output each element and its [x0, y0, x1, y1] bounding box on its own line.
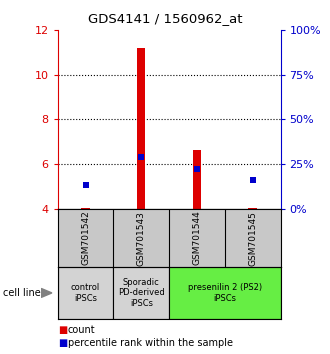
Text: ■: ■	[58, 338, 67, 348]
Text: ■: ■	[58, 325, 67, 335]
Text: control
iPSCs: control iPSCs	[71, 283, 100, 303]
Polygon shape	[41, 289, 52, 297]
Text: Sporadic
PD-derived
iPSCs: Sporadic PD-derived iPSCs	[118, 278, 165, 308]
Text: GDS4141 / 1560962_at: GDS4141 / 1560962_at	[88, 12, 242, 25]
Text: cell line: cell line	[3, 288, 41, 298]
Text: GSM701544: GSM701544	[192, 211, 202, 266]
Bar	[193, 150, 201, 209]
Text: GSM701543: GSM701543	[137, 211, 146, 266]
Text: GSM701542: GSM701542	[81, 211, 90, 266]
Text: presenilin 2 (PS2)
iPSCs: presenilin 2 (PS2) iPSCs	[188, 283, 262, 303]
Bar	[82, 208, 90, 209]
Text: GSM701545: GSM701545	[248, 211, 257, 266]
Bar	[114, 267, 169, 319]
Text: count: count	[68, 325, 95, 335]
Bar	[248, 208, 257, 209]
Bar	[169, 267, 280, 319]
Bar	[137, 48, 146, 209]
Text: percentile rank within the sample: percentile rank within the sample	[68, 338, 233, 348]
Bar	[58, 267, 114, 319]
